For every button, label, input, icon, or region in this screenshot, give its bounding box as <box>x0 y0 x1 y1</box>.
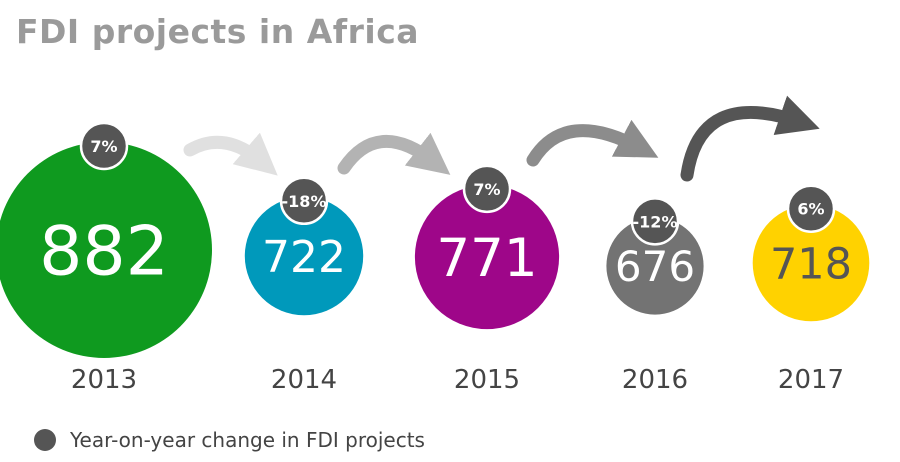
change-badge-2015 <box>462 164 512 214</box>
value-label-2015: 771 <box>436 228 537 289</box>
change-badge-2014 <box>279 176 329 226</box>
value-label-2014: 722 <box>262 232 346 283</box>
bubble-2016 <box>606 217 704 315</box>
year-label-2016: 2016 <box>622 365 688 395</box>
bubble-2017 <box>752 204 870 322</box>
change-label-2017: 6% <box>797 200 824 219</box>
arrow-2015-to-2016 <box>526 119 659 167</box>
change-badge-2013 <box>79 121 129 171</box>
chart-title: FDI projects in Africa <box>16 12 420 51</box>
arrow-2014-to-2015 <box>337 132 451 175</box>
badges-layer: 7% -18% 7% -12% 6% <box>79 121 836 246</box>
legend-label: Year-on-year change in FDI projects <box>70 428 425 452</box>
change-badge-2016 <box>630 197 680 246</box>
legend: Year-on-year change in FDI projects <box>34 428 425 452</box>
year-label-2013: 2013 <box>71 365 137 395</box>
change-label-2015: 7% <box>473 180 500 199</box>
bubble-2015 <box>414 184 560 330</box>
bubble-2013 <box>0 142 212 358</box>
year-label-2017: 2017 <box>778 365 844 395</box>
arrow-2013-to-2014 <box>183 132 278 176</box>
change-badge-2017 <box>786 184 836 233</box>
bubble-2014 <box>244 196 364 316</box>
years-layer: 2013 2014 2015 2016 2017 <box>71 365 844 395</box>
year-label-2014: 2014 <box>271 365 337 395</box>
change-label-2014: -18% <box>282 192 327 211</box>
change-label-2013: 7% <box>90 137 117 156</box>
legend-dot-icon <box>34 429 56 451</box>
arrow-2016-to-2017 <box>680 95 820 182</box>
value-label-2016: 676 <box>615 242 695 291</box>
year-label-2015: 2015 <box>454 365 520 395</box>
arrows-layer <box>183 95 820 182</box>
value-label-2017: 718 <box>770 240 852 290</box>
value-label-2013: 882 <box>39 212 169 291</box>
change-label-2016: -12% <box>633 212 678 231</box>
bubbles-layer: 882 722 771 676 718 <box>0 142 870 358</box>
